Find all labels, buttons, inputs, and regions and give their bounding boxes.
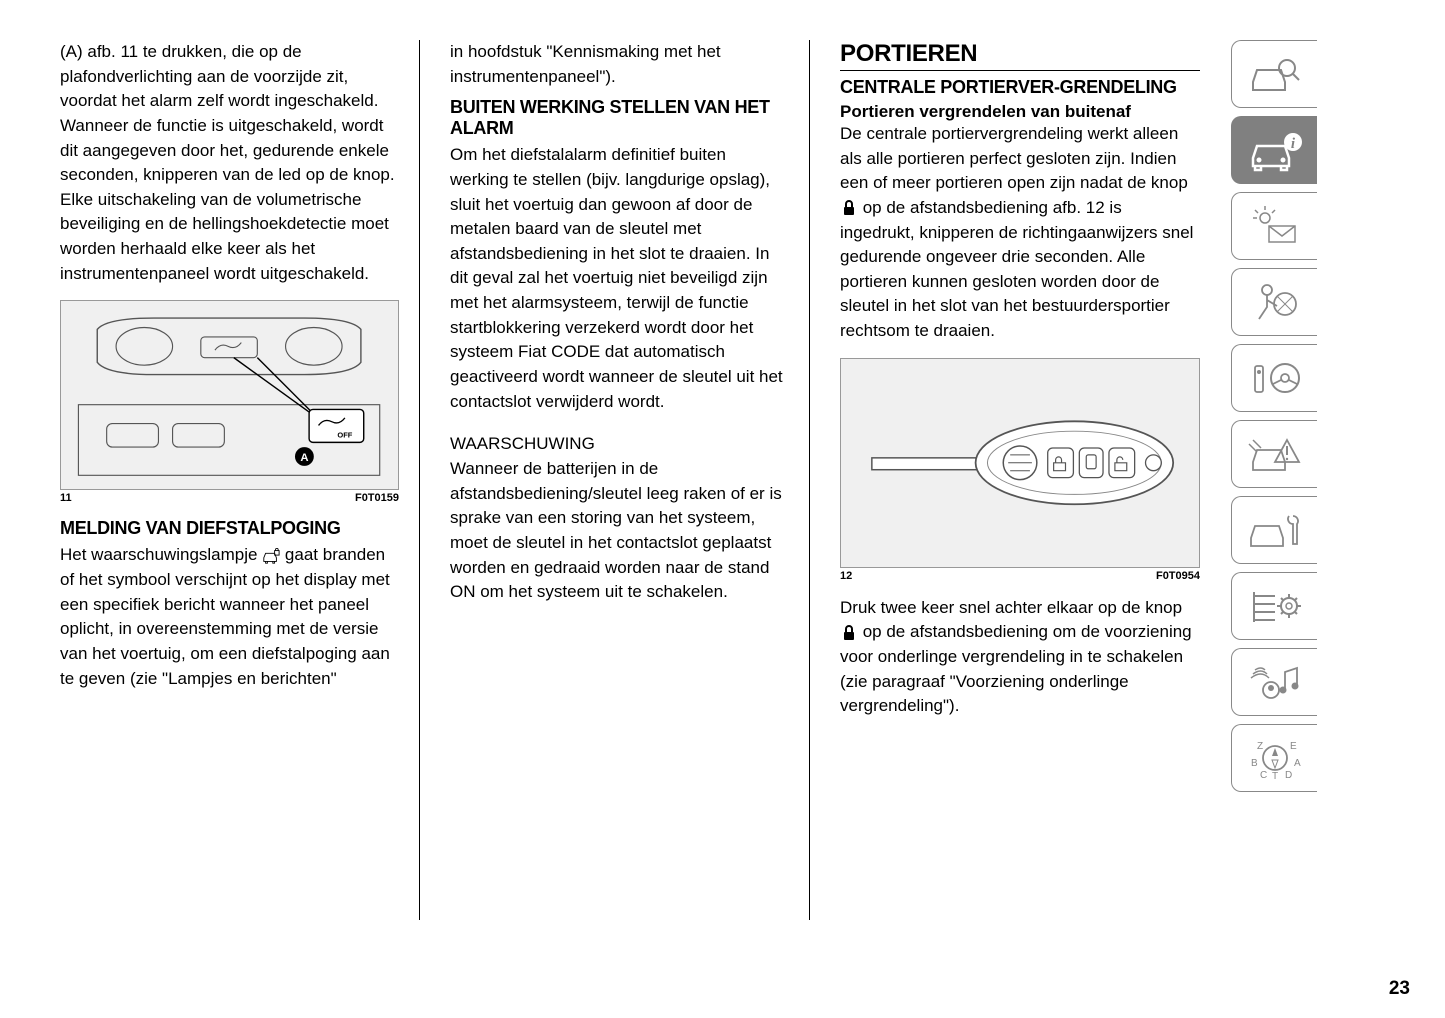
light-envelope-icon: [1247, 204, 1303, 248]
svg-text:A: A: [1294, 758, 1301, 769]
col3-sub-bold: Portieren vergrendelen van buitenaf: [840, 102, 1200, 122]
col1-heading2: MELDING VAN DIEFSTALPOGING: [60, 518, 399, 539]
col3-main-heading: PORTIEREN: [840, 40, 1200, 71]
car-info-icon: i: [1247, 128, 1303, 172]
figure-12: [840, 358, 1200, 568]
sidebar-tab-6[interactable]: [1231, 420, 1317, 488]
sidebar-tab-10[interactable]: Z E B A C D T: [1231, 724, 1317, 792]
col3-para1: De centrale portiervergrendeling werkt a…: [840, 122, 1200, 344]
col1-para3a: Het waarschuwingslampje: [60, 545, 262, 564]
column-1: (A) afb. 11 te drukken, die op de plafon…: [60, 40, 420, 920]
svg-text:A: A: [301, 452, 309, 464]
list-gear-icon: [1247, 584, 1303, 628]
col3-para2b: op de afstandsbediening om de voorzienin…: [840, 622, 1192, 715]
page-container: (A) afb. 11 te drukken, die op de plafon…: [0, 0, 1445, 960]
sidebar-tab-4[interactable]: [1231, 268, 1317, 336]
figure-11-caption: 11 F0T0159: [60, 492, 399, 504]
figure-11-svg: OFF A: [69, 306, 389, 485]
col3-sub-heading: CENTRALE PORTIERVER-GRENDELING: [840, 77, 1200, 98]
column-2: in hoofdstuk "Kennismaking met het instr…: [450, 40, 810, 920]
col1-para3: Het waarschuwingslampje gaat branden of …: [60, 543, 399, 691]
figure-11: OFF A: [60, 300, 399, 490]
sidebar-tab-8[interactable]: [1231, 572, 1317, 640]
sidebar-tab-2-active[interactable]: i: [1231, 116, 1317, 184]
svg-text:E: E: [1290, 741, 1297, 752]
sidebar-tab-9[interactable]: [1231, 648, 1317, 716]
svg-text:Z: Z: [1257, 741, 1263, 752]
fig12-num: 12: [840, 570, 852, 582]
column-3: PORTIEREN CENTRALE PORTIERVER-GRENDELING…: [840, 40, 1200, 920]
col2-para3: Wanneer de batterijen in de afstandsbedi…: [450, 457, 789, 605]
fig12-code: F0T0954: [1156, 570, 1200, 582]
svg-text:C: C: [1260, 770, 1267, 780]
music-location-icon: [1247, 660, 1303, 704]
col3-para1a: De centrale portiervergrendeling werkt a…: [840, 124, 1188, 192]
page-number: 23: [1389, 978, 1410, 1000]
col1-para2: Wanneer de functie is uitgeschakeld, wor…: [60, 114, 399, 286]
key-steering-icon: [1247, 356, 1303, 400]
col1-para1: (A) afb. 11 te drukken, die op de plafon…: [60, 40, 399, 114]
car-magnify-icon: [1247, 52, 1303, 96]
col1-para3b: gaat branden of het symbool verschijnt o…: [60, 545, 390, 687]
figure-12-svg: [850, 364, 1190, 562]
airbag-icon: [1247, 280, 1303, 324]
car-lock-icon: [262, 548, 280, 564]
sidebar-tab-1[interactable]: [1231, 40, 1317, 108]
col3-para2a: Druk twee keer snel achter elkaar op de …: [840, 598, 1182, 617]
figure-12-caption: 12 F0T0954: [840, 570, 1200, 582]
compass-icon: Z E B A C D T: [1247, 736, 1303, 780]
sidebar-tab-3[interactable]: [1231, 192, 1317, 260]
fig11-num: 11: [60, 492, 72, 504]
sidebar-tab-7[interactable]: [1231, 496, 1317, 564]
sidebar: i Z E B: [1230, 40, 1325, 920]
col2-para1: in hoofdstuk "Kennismaking met het instr…: [450, 40, 789, 89]
svg-text:D: D: [1285, 770, 1292, 780]
col2-para2: Om het diefstalalarm definitief buiten w…: [450, 143, 789, 414]
svg-text:T: T: [1272, 771, 1278, 780]
col2-heading1: BUITEN WERKING STELLEN VAN HET ALARM: [450, 97, 789, 139]
col2-warning-label: WAARSCHUWING: [450, 432, 789, 457]
fig11-code: F0T0159: [355, 492, 399, 504]
lock-icon: [840, 625, 858, 641]
svg-text:B: B: [1251, 758, 1258, 769]
svg-text:OFF: OFF: [338, 431, 353, 440]
col3-para1b: op de afstandsbediening afb. 12 is inged…: [840, 198, 1193, 340]
sidebar-tab-5[interactable]: [1231, 344, 1317, 412]
car-warning-icon: [1247, 432, 1303, 476]
lock-icon: [840, 200, 858, 216]
car-wrench-icon: [1247, 508, 1303, 552]
col3-para2: Druk twee keer snel achter elkaar op de …: [840, 596, 1200, 719]
